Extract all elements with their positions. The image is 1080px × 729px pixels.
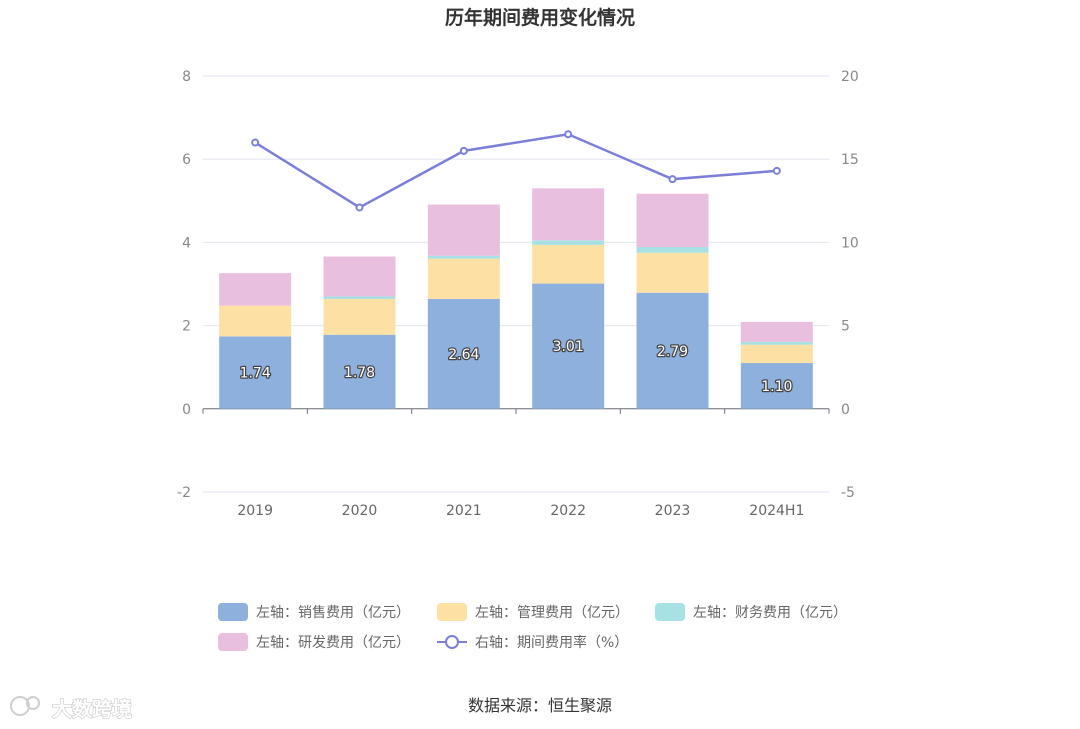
- legend-label: 左轴：管理费用（亿元）: [475, 605, 629, 621]
- bar-segment: [427, 258, 500, 299]
- left-tick-label: 2: [182, 319, 191, 335]
- bar-labels: 1.74 1.78 2.64 3.01 2.79 1.10: [238, 338, 793, 396]
- legend-item[interactable]: 左轴：销售费用（亿元）: [218, 603, 410, 621]
- left-tick-label: 6: [182, 152, 191, 168]
- legend-swatch: [437, 603, 467, 621]
- chart-title: 历年期间费用变化情况: [445, 6, 635, 29]
- x-tick-label: 2020: [342, 503, 378, 519]
- bar-segment: [740, 341, 813, 345]
- bar-segment: [532, 188, 605, 241]
- left-tick-label: 4: [182, 235, 191, 251]
- bar-segment: [740, 363, 813, 409]
- legend-label: 左轴：研发费用（亿元）: [256, 635, 410, 651]
- source-note: 数据来源：恒生聚源: [468, 696, 612, 715]
- x-tick-label: 2021: [446, 503, 482, 519]
- legend-item[interactable]: 右轴：期间费用率（%）: [437, 634, 628, 651]
- right-tick-label: 5: [841, 319, 850, 335]
- left-tick-label: -2: [177, 485, 191, 501]
- bars: [219, 188, 813, 409]
- legend-label: 左轴：财务费用（亿元）: [693, 605, 847, 621]
- left-axis: -2 0 2 4 6 8: [177, 69, 191, 501]
- bar-segment: [636, 246, 709, 253]
- left-tick-label: 8: [182, 69, 191, 85]
- rate-point: [251, 138, 260, 147]
- right-tick-label: 10: [841, 235, 859, 251]
- bar-segment: [323, 256, 396, 297]
- legend[interactable]: 左轴：销售费用（亿元） 左轴：管理费用（亿元） 左轴：财务费用（亿元） 左轴：研发费用…: [218, 603, 847, 651]
- x-tick-label: 2023: [655, 503, 691, 519]
- rate-point: [772, 166, 781, 175]
- bar-value-label: 2.79: [657, 344, 688, 360]
- logo-icon: [10, 696, 30, 716]
- x-axis: 2019 2020 2021 2022 2023 2024H1: [202, 408, 830, 519]
- logo-icon-dot: [26, 696, 40, 710]
- bar-segment: [532, 283, 605, 409]
- left-tick-label: 0: [182, 402, 191, 418]
- legend-item[interactable]: 左轴：管理费用（亿元）: [437, 603, 629, 621]
- bar-segment: [532, 240, 605, 245]
- bar-segment: [219, 336, 292, 409]
- x-tick-label: 2024H1: [749, 503, 804, 519]
- rate-line: [251, 130, 781, 212]
- watermark-text: 大数跨境: [52, 697, 132, 721]
- right-axis: -5 0 5 10 15 20: [841, 69, 859, 501]
- rate-point: [564, 130, 573, 139]
- x-tick-label: 2019: [237, 503, 273, 519]
- rate-polyline: [254, 132, 777, 209]
- bar-segment: [636, 252, 709, 293]
- legend-swatch: [218, 603, 248, 621]
- bar-segment: [427, 204, 500, 256]
- legend-marker-icon: [445, 635, 459, 649]
- bar-segment: [740, 321, 813, 342]
- bar-segment: [636, 292, 709, 409]
- legend-label: 右轴：期间费用率（%）: [475, 634, 628, 651]
- bar-value-label: 2.64: [448, 347, 479, 363]
- bar-segment: [323, 298, 396, 335]
- right-tick-label: 0: [841, 402, 850, 418]
- legend-swatch: [218, 633, 248, 651]
- bar-segment: [323, 296, 396, 299]
- legend-item[interactable]: 左轴：研发费用（亿元）: [218, 633, 410, 651]
- legend-item[interactable]: 左轴：财务费用（亿元）: [655, 603, 847, 621]
- bar-value-label: 3.01: [553, 339, 584, 355]
- bar-segment: [532, 244, 605, 284]
- x-tick-label: 2022: [550, 503, 586, 519]
- right-tick-label: -5: [841, 485, 855, 501]
- bar-segment: [427, 255, 500, 259]
- rate-point: [668, 175, 677, 184]
- bar-segment: [323, 334, 396, 409]
- right-tick-label: 15: [841, 152, 859, 168]
- bar-value-label: 1.10: [761, 379, 792, 395]
- rate-point: [459, 146, 468, 155]
- rate-point: [355, 203, 364, 212]
- grid: [203, 75, 829, 493]
- right-tick-label: 20: [841, 69, 859, 85]
- bar-segment: [427, 298, 500, 409]
- bar-segment: [219, 273, 292, 306]
- bar-value-label: 1.78: [344, 365, 375, 381]
- watermark-logo: 大数跨境: [10, 696, 133, 722]
- legend-swatch: [655, 603, 685, 621]
- bar-value-label: 1.74: [240, 366, 271, 382]
- bar-segment: [740, 344, 813, 364]
- bar-segment: [219, 305, 292, 337]
- bar-segment: [636, 193, 709, 247]
- legend-label: 左轴：销售费用（亿元）: [256, 605, 410, 621]
